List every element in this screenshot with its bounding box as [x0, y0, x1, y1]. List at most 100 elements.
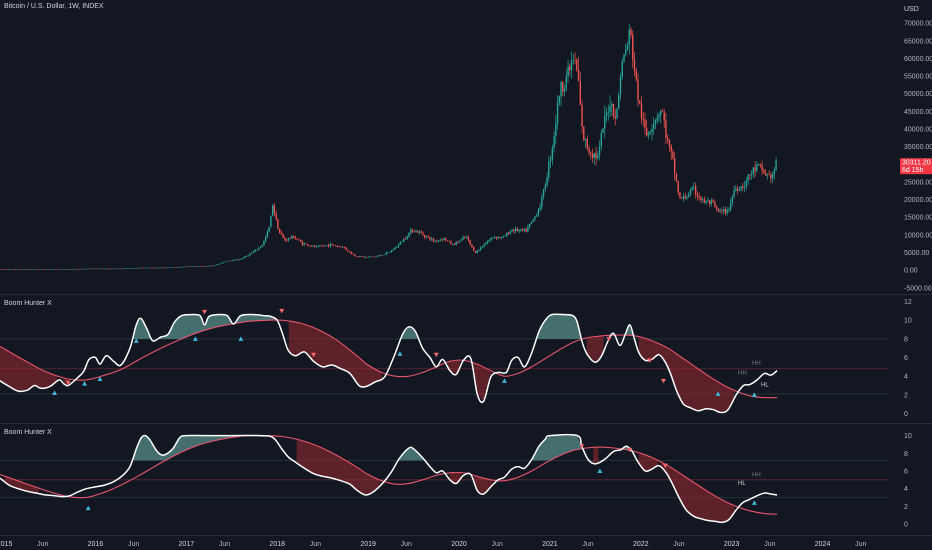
candle-body	[355, 255, 358, 257]
candle-body	[65, 269, 68, 270]
candle-body	[235, 259, 237, 261]
candle-body	[759, 163, 762, 166]
candle-body	[70, 269, 73, 270]
candle-body	[710, 200, 713, 204]
price-tick-label: 45000.00	[904, 109, 932, 116]
candle-body	[757, 163, 760, 165]
candle-body	[766, 174, 769, 176]
candle-body	[280, 232, 283, 235]
candle-body	[27, 269, 29, 270]
ind1-teal-fill	[401, 327, 419, 339]
candle-body	[371, 256, 374, 258]
ind1-red-fill	[586, 335, 604, 362]
candle-body	[500, 236, 503, 238]
buy-signal-marker	[133, 338, 139, 343]
ind2-red-fill	[449, 472, 462, 484]
candle-body	[396, 246, 398, 248]
candle-body	[118, 268, 120, 270]
candle-body	[534, 216, 536, 220]
candle-body	[36, 269, 38, 270]
time-tick-label: Jun	[37, 541, 48, 548]
candle-body	[684, 196, 686, 199]
candle-body	[369, 256, 372, 258]
candle-body	[128, 268, 131, 269]
candle-body	[158, 267, 160, 269]
candle-body	[385, 252, 387, 255]
buy-signal-marker	[82, 381, 88, 386]
candle-body	[733, 190, 735, 197]
candle-body	[521, 229, 524, 231]
candle-body	[586, 138, 588, 149]
candle-body	[726, 209, 728, 214]
candle-body	[383, 254, 386, 256]
candle-body	[714, 202, 716, 207]
buy-signal-marker	[501, 378, 507, 383]
sell-signal-marker	[662, 463, 668, 469]
candle-body	[76, 268, 78, 270]
candle-body	[558, 96, 561, 103]
candle-body	[768, 174, 770, 175]
candle-body	[696, 194, 699, 197]
candle-body	[630, 29, 632, 35]
candle-body	[37, 269, 40, 270]
candle-body	[244, 256, 246, 259]
candle-body	[614, 116, 616, 119]
candle-body	[661, 110, 664, 112]
ind1-tick-label: 2	[904, 392, 908, 399]
ind2-red-fill	[638, 452, 658, 471]
candle-body	[146, 267, 148, 269]
candle-body	[275, 213, 277, 220]
candle-body	[205, 266, 207, 267]
ind2-tick-label: 0	[904, 522, 908, 529]
candle-body	[548, 161, 550, 178]
candle-body	[448, 240, 450, 242]
candle-body	[415, 230, 417, 232]
currency-label: USD	[904, 6, 919, 13]
candle-body	[257, 247, 260, 250]
sell-signal-marker	[433, 352, 439, 358]
candle-body	[562, 81, 564, 92]
candle-body	[658, 114, 660, 118]
candle-body	[102, 268, 104, 270]
candle-body	[291, 235, 293, 239]
candle-body	[221, 262, 223, 264]
time-tick-label: 2016	[88, 541, 104, 548]
price-tick-label: 20000.00	[904, 197, 932, 204]
candle-body	[270, 215, 272, 227]
candle-body	[701, 199, 704, 201]
candle-body	[611, 104, 613, 107]
candle-body	[443, 238, 445, 241]
candle-body	[282, 234, 284, 238]
time-tick-label: Jun	[855, 541, 866, 548]
candle-body	[623, 54, 625, 62]
candle-body	[310, 245, 312, 247]
candle-body	[161, 267, 164, 269]
candle-body	[366, 256, 368, 258]
time-tick-label: 2024	[815, 541, 831, 548]
buy-signal-marker	[715, 391, 721, 396]
candle-body	[284, 237, 286, 241]
candle-body	[390, 250, 393, 253]
candle-body	[707, 200, 709, 202]
candle-body	[591, 154, 594, 158]
candle-body	[506, 232, 508, 236]
price-tick-label: 0.00	[904, 268, 918, 275]
candle-body	[427, 236, 429, 238]
candle-body	[689, 190, 692, 195]
candle-body	[436, 240, 438, 242]
candle-body	[619, 76, 622, 95]
buy-signal-marker	[97, 376, 103, 381]
candle-body	[474, 250, 477, 254]
candle-body	[514, 228, 517, 232]
candle-body	[147, 267, 150, 269]
candle-body	[48, 269, 50, 270]
candle-body	[703, 199, 706, 203]
candle-body	[488, 239, 491, 242]
time-tick-label: 2019	[360, 541, 376, 548]
candle-body	[518, 229, 520, 232]
price-tick-label: 60000.00	[904, 56, 932, 63]
candle-body	[747, 174, 749, 181]
price-tick-label: 5000.00	[904, 250, 929, 257]
candle-body	[588, 148, 590, 153]
